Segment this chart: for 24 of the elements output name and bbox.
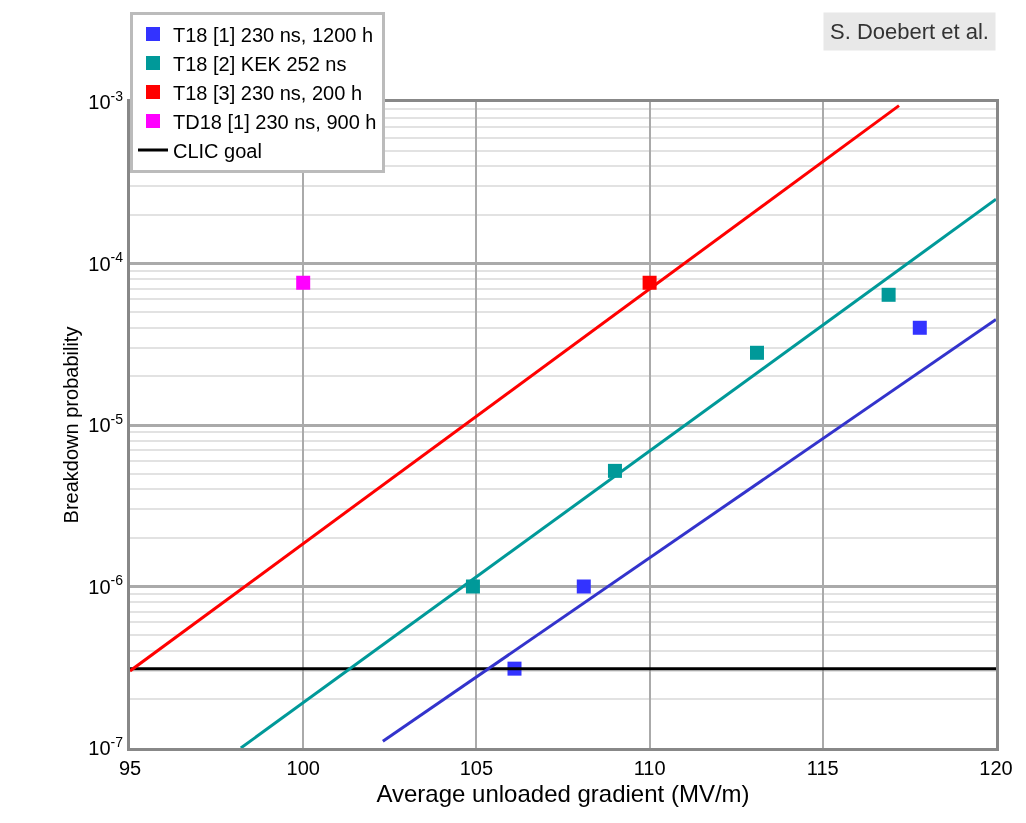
x-tick-label: 95 (118, 757, 142, 779)
y-axis-title: Breakdown probability (60, 326, 82, 524)
legend-label: CLIC goal (173, 139, 262, 162)
y-tick-label: 10$^{-4}$ (88, 249, 124, 275)
point (881, 287, 896, 302)
point (576, 579, 591, 594)
x-tick-label: 105 (459, 757, 494, 779)
x-tick-label: 110 (633, 757, 666, 779)
point (912, 320, 927, 335)
y-tick-label: 10$^{-5}$ (88, 410, 124, 436)
x-tick-label: 120 (979, 757, 1013, 779)
point (296, 275, 311, 290)
legend-label: TD18 [1] 230 ns, 900 h (173, 110, 377, 133)
x-axis-title: Average unloaded gradient (MV/m) (376, 780, 750, 808)
legend-label: T18 [1] 230 ns, 1200 h (173, 23, 374, 46)
x-tick-label: 100 (286, 757, 320, 779)
x-tick-label: 115 (806, 757, 839, 779)
y-tick-label: 10$^{-3}$ (88, 87, 124, 113)
point (749, 345, 764, 360)
legend-label: T18 [3] 230 ns, 200 h (173, 81, 363, 104)
y-tick-label: 10$^{-6}$ (88, 572, 124, 598)
legend-label: T18 [2] KEK 252 ns (173, 52, 347, 75)
y-tick-label: 10$^{-7}$ (88, 733, 124, 759)
text: S. Doebert et al. (830, 19, 989, 44)
